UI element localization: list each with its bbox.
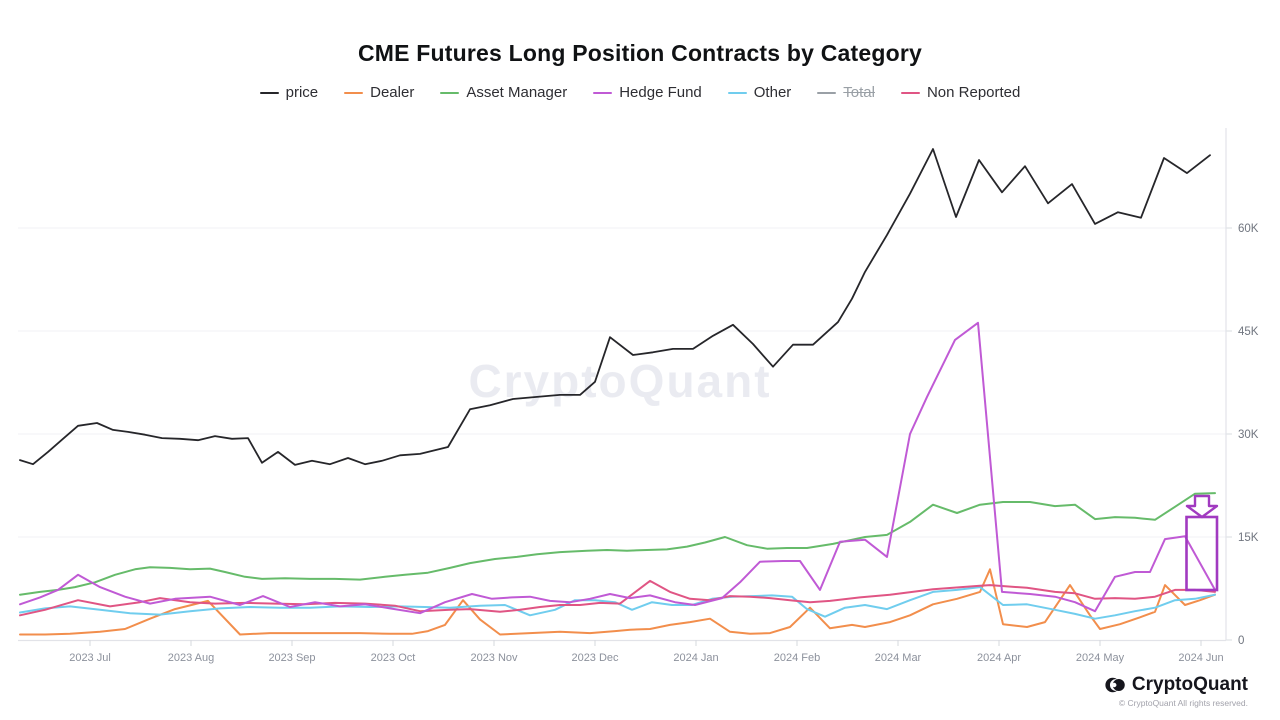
legend-item-asset-manager[interactable]: Asset Manager: [440, 84, 567, 101]
x-axis-label-2023-jul: 2023 Jul: [69, 652, 111, 664]
y-axis-label-30K: 30K: [1238, 429, 1259, 441]
x-axis-label-2023-nov: 2023 Nov: [470, 652, 518, 664]
legend-item-hedge-fund[interactable]: Hedge Fund: [593, 84, 702, 101]
x-axis-label-2024-may: 2024 May: [1076, 652, 1125, 664]
brand-text: CryptoQuant: [1131, 674, 1248, 695]
series-line-hedge-fund: [19, 321, 1216, 615]
y-axis-label-60K: 60K: [1238, 223, 1259, 235]
legend-item-price[interactable]: price: [259, 84, 319, 101]
legend-item-other[interactable]: Other: [727, 84, 792, 101]
chart-title: CME Futures Long Position Contracts by C…: [358, 40, 922, 66]
x-axis-label-2023-sep: 2023 Sep: [268, 652, 315, 664]
legend-swatch-hedge-fund: [593, 91, 613, 94]
x-axis-label-2023-aug: 2023 Aug: [168, 652, 215, 664]
series-line-dealer: [19, 568, 1216, 636]
x-axis-label-2024-apr: 2024 Apr: [977, 652, 1021, 664]
cryptoquant-logo-icon: [1105, 677, 1125, 693]
legend-label: Asset Manager: [466, 84, 568, 101]
series-line-other: [19, 586, 1216, 620]
x-axis-label-2024-jan: 2024 Jan: [673, 652, 718, 664]
legend-swatch-asset-manager: [440, 91, 460, 94]
legend-swatch-dealer: [344, 91, 364, 94]
legend-swatch-price: [259, 91, 279, 94]
footer: CryptoQuant © CryptoQuant All rights res…: [1105, 674, 1248, 708]
legend-swatch-other: [727, 91, 747, 94]
legend-swatch-non-reported: [900, 91, 920, 94]
x-axis-label-2024-jun: 2024 Jun: [1178, 652, 1223, 664]
legend-item-dealer[interactable]: Dealer: [344, 84, 414, 101]
legend-item-total[interactable]: Total: [817, 84, 875, 101]
legend-label: Dealer: [370, 84, 415, 101]
series-line-price: [19, 148, 1211, 466]
series-line-asset-manager: [19, 492, 1216, 596]
legend-swatch-total: [817, 91, 837, 94]
x-axis-label-2023-oct: 2023 Oct: [371, 652, 416, 664]
legend-label: price: [285, 84, 319, 101]
legend-item-non-reported[interactable]: Non Reported: [900, 84, 1021, 101]
legend-label: Total: [843, 84, 875, 101]
y-axis-label-15K: 15K: [1238, 532, 1259, 544]
legend-label: Hedge Fund: [619, 84, 702, 101]
copyright-text: © CryptoQuant All rights reserved.: [1118, 698, 1248, 708]
legend-label: Other: [753, 84, 792, 101]
annotation-rect: [1185, 515, 1219, 592]
x-axis-label-2024-mar: 2024 Mar: [875, 652, 922, 664]
y-axis-label-45K: 45K: [1238, 326, 1259, 338]
legend-label: Non Reported: [926, 84, 1021, 101]
x-axis-label-2023-dec: 2023 Dec: [571, 652, 619, 664]
legend: price Dealer Asset Manager Hedge Fund Other T…: [0, 84, 1280, 101]
annotation-arrow-icon: [1185, 494, 1219, 519]
y-axis-label-0: 0: [1238, 635, 1244, 647]
x-axis-label-2024-feb: 2024 Feb: [774, 652, 820, 664]
cryptoquant-brand: CryptoQuant: [1105, 674, 1248, 696]
